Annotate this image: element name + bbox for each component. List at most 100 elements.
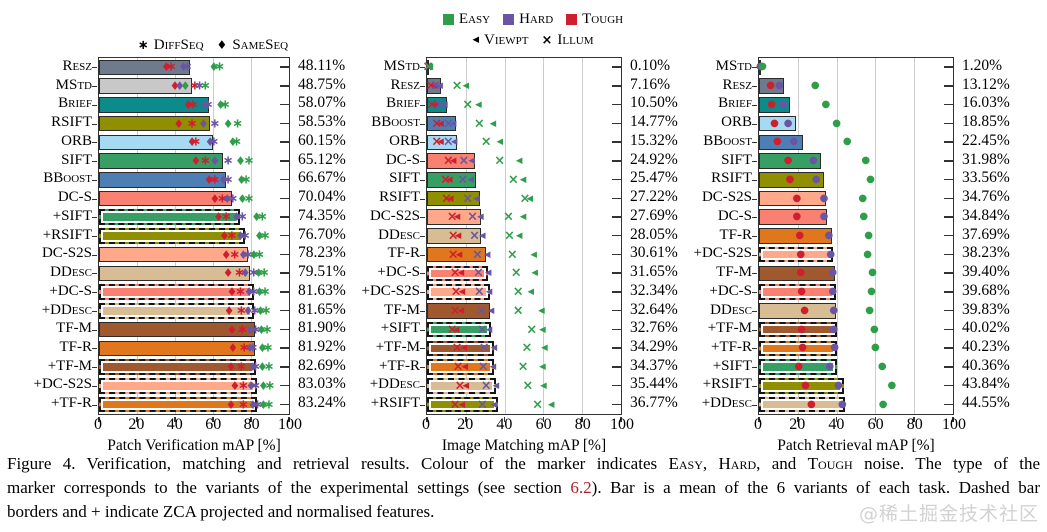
marker-easy: ● [887,379,897,391]
x-axis-tick [174,417,176,422]
row-label: +TF-M [47,357,92,374]
marker-tough: ● [783,155,793,167]
left-axis-tick [420,198,425,200]
marker-hard: × [467,209,479,225]
marker-easy: ● [865,304,874,316]
plot-row: ● ● ● [752,152,953,171]
row-value: 34.84% [962,206,1010,224]
right-axis-tick [944,347,953,349]
plot-row: × ◀ × ◀ × ◀ [420,302,621,321]
row-value: 48.75% [298,75,346,93]
left-axis-tick [92,104,97,106]
marker-easy: × [522,378,534,394]
marker-tough: ♦ [161,60,172,75]
marker-hard: ♦ [245,378,257,393]
row-value: 36.77% [630,394,678,412]
left-axis-tick [752,179,757,181]
plot-row: × ◀ × ◀ × ◀ [420,283,621,302]
row-value: 27.69% [630,206,678,224]
marker-easy: ◀ [538,305,545,316]
marker-easy: ● [832,117,841,129]
marker-tough: ● [797,286,807,298]
marker-tough: ◀ [425,62,433,73]
marker-tough: ♦ [226,285,238,300]
left-axis-tick [92,348,97,350]
plot-row: ● ● ● [752,358,953,377]
legend-item-viewpt: ◀ Viewpt [472,32,528,49]
marker-hard: ∗ [248,265,260,281]
left-axis-tick [420,254,425,256]
left-axis-tick [752,273,757,275]
marker-easy: × [512,303,524,319]
left-axis-tick [752,254,757,256]
left-axis-tick [92,198,97,200]
marker-tough: ◀ [458,286,466,297]
marker-tough: ● [796,248,806,260]
x-axis-tick [426,417,428,422]
marker-easy: × [512,284,524,300]
row-label: RSIFT [379,189,420,206]
row-label: +DC-S [377,264,420,281]
marker-hard: ● [826,248,836,260]
plot-row: ● ● ● [752,114,953,133]
x-tick-label: 0 [422,416,430,433]
x-tick-label: 20 [789,416,806,433]
caption-section-link[interactable]: 6.2 [570,477,592,497]
right-axis-tick [612,216,621,218]
left-axis-tick [752,67,757,69]
marker-tough: × [451,340,463,356]
marker-hard: ◀ [483,249,491,260]
row-value: 7.16% [630,75,671,93]
marker-easy: ● [868,267,877,279]
row-label: +DDesc [369,376,420,393]
marker-easy: ♦ [254,285,265,300]
marker-tough: × [446,322,458,338]
marker-easy: ◀ [515,155,523,166]
x-axis-tick [952,417,954,422]
marker-tough: ♦ [173,116,185,131]
row-labels-column: MStd Resz Brief BBoost ORB DC-S SIFT RSIFT DC-S2… [328,57,426,415]
marker-tough: × [446,209,458,225]
legend-swatch-hard [503,13,515,25]
marker-tough: ◀ [461,361,469,372]
right-axis-tick [944,384,953,387]
row-value: 18.85% [962,113,1010,131]
marker-tough: ∗ [209,172,221,188]
marker-easy: ◀ [541,343,548,354]
plot-row: × ◀ × ◀ × ◀ [420,358,621,377]
marker-easy: ∗ [219,97,231,113]
marker-tough: × [422,59,434,75]
bar [427,78,441,94]
row-value: 38.23% [962,244,1010,262]
marker-easy: ♦ [215,97,226,112]
caption-text: noise. The type of the [852,454,1040,473]
plot-row: ● ● ● [752,133,953,152]
row-label: DDesc [378,226,420,243]
x-axis-tick [581,417,583,422]
plot-row: × ◀ × ◀ × ◀ [420,320,621,339]
marker-tough: ◀ [446,174,453,185]
marker-hard: ∗ [194,78,206,94]
marker-hard: ♦ [235,228,246,243]
row-value: 79.51% [298,263,346,281]
marker-tough: ∗ [199,153,211,169]
marker-tough: ◀ [458,399,466,410]
plot-row: ● ● ● [752,395,953,414]
bar [99,78,192,94]
row-value: 65.12% [298,150,346,168]
marker-easy: ● [870,323,879,335]
marker-tough: ♦ [209,191,221,206]
marker-easy: ◀ [426,62,434,73]
row-label: +SIFT [52,207,92,224]
row-label: +TF-R [51,395,92,412]
marker-tough: ● [794,361,804,373]
marker-hard: ∗ [239,228,251,244]
bar [99,115,211,132]
left-axis-tick [752,142,757,144]
marker-tough: × [425,78,437,94]
row-label: RSIFT [51,114,92,131]
row-label: +RSIFT [42,226,92,243]
x-axis-label: Patch Verification mAP [%] [107,437,281,454]
x-tick-label: 100 [278,416,302,433]
marker-hard: × [471,247,483,263]
